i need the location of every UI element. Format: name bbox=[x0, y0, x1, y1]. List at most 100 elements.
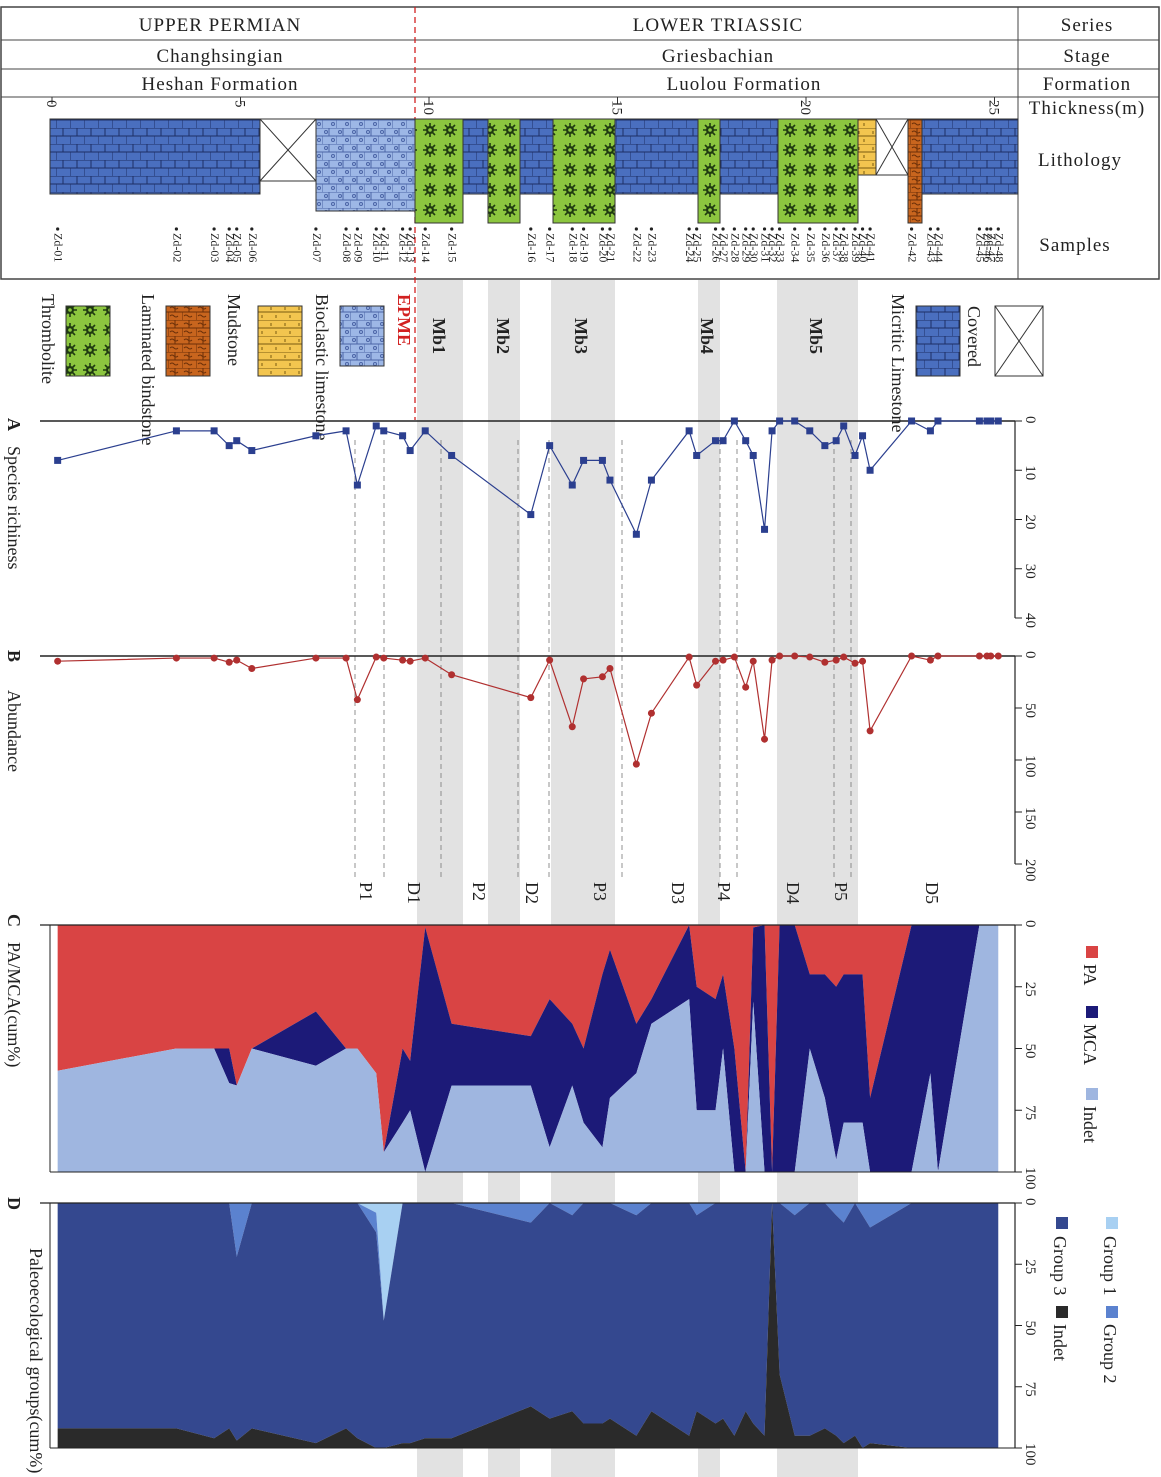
sample-marker bbox=[374, 227, 378, 231]
data-point bbox=[632, 530, 640, 538]
formation-heshan: Heshan Formation bbox=[142, 74, 299, 95]
data-point bbox=[606, 664, 614, 672]
sample-label: Zd-04 bbox=[223, 233, 237, 262]
panel-letter-d: D bbox=[4, 1197, 24, 1210]
area-pa bbox=[57, 925, 999, 1172]
sample-label: Zd-20 bbox=[596, 233, 610, 262]
samples-label: Samples bbox=[1039, 235, 1110, 256]
member-band-mb4 bbox=[698, 280, 720, 1477]
thickness-tick-label: 5 bbox=[232, 100, 248, 108]
data-point bbox=[768, 427, 776, 435]
sample-label: Zd-43 bbox=[924, 233, 938, 262]
data-point bbox=[248, 664, 256, 672]
micritic-limestone-unit bbox=[49, 118, 261, 195]
sample-marker bbox=[808, 227, 812, 231]
data-point bbox=[647, 709, 655, 717]
sample-marker bbox=[355, 227, 359, 231]
member-label-mb3: Mb3 bbox=[571, 318, 591, 354]
data-point bbox=[719, 437, 727, 445]
thickness-axis: 0 5 10 15 20 25 bbox=[43, 97, 1002, 115]
header-table: UPPER PERMIAN LOWER TRIASSIC Series Chan… bbox=[0, 6, 1160, 420]
sample-label: Zd-24 bbox=[683, 233, 697, 262]
data-point bbox=[172, 427, 180, 435]
sample-marker bbox=[823, 227, 827, 231]
sample-marker bbox=[713, 227, 718, 231]
data-point bbox=[225, 442, 233, 450]
data-point bbox=[380, 427, 388, 435]
data-point bbox=[859, 432, 867, 440]
panel-titles: A Species richiness B Abundance C PA/MCA… bbox=[3, 418, 46, 1473]
sample-marker bbox=[314, 227, 318, 231]
sample-marker bbox=[382, 227, 386, 231]
data-point bbox=[372, 422, 380, 430]
sample-marker bbox=[570, 227, 574, 231]
sample-label: Zd-45 bbox=[973, 233, 987, 262]
sample-label: Zd-05 bbox=[231, 233, 245, 262]
data-point bbox=[821, 442, 829, 450]
covered-cross bbox=[994, 305, 1044, 377]
bioclastic-limestone-unit bbox=[315, 118, 416, 212]
legend-gindet-swatch bbox=[1056, 1306, 1068, 1318]
sample-label: Zd-19 bbox=[578, 233, 592, 262]
covered-cross bbox=[259, 118, 317, 182]
sample-marker bbox=[936, 227, 940, 231]
sample-label: Zd-40 bbox=[857, 233, 871, 262]
data-point bbox=[975, 417, 983, 425]
data-point bbox=[210, 427, 218, 435]
data-point bbox=[983, 417, 991, 425]
pd-label-p1: P1 bbox=[356, 882, 376, 901]
panel-c-legend: PA MCA Indet bbox=[1080, 946, 1100, 1143]
y-axis-tick-label: 30 bbox=[1022, 564, 1038, 579]
data-point bbox=[712, 657, 720, 665]
data-point bbox=[225, 658, 233, 666]
legend-pa-swatch bbox=[1086, 946, 1098, 958]
y-axis-tick-label: 50 bbox=[1022, 703, 1038, 718]
data-point bbox=[742, 683, 750, 691]
member-label-mb5: Mb5 bbox=[806, 318, 826, 354]
data-point bbox=[749, 451, 757, 459]
data-point bbox=[248, 447, 256, 455]
sample-label: Zd-31 bbox=[759, 233, 773, 262]
sample-marker bbox=[868, 227, 872, 231]
data-point bbox=[598, 456, 606, 464]
panel-d-legend: Group 1 Group 2 Group 3 Indet bbox=[1050, 1217, 1120, 1384]
data-point bbox=[54, 657, 62, 665]
data-point bbox=[776, 652, 784, 660]
data-point bbox=[866, 727, 874, 735]
sample-marker bbox=[853, 227, 857, 231]
data-point bbox=[987, 417, 995, 425]
data-point bbox=[399, 656, 407, 664]
legend-swatch-thrombolite bbox=[65, 305, 111, 377]
data-point bbox=[761, 735, 769, 743]
series-upper-permian: UPPER PERMIAN bbox=[139, 15, 301, 36]
data-point bbox=[685, 653, 693, 661]
member-labels: Mb1 Mb2 Mb3 Mb4 Mb5 bbox=[429, 318, 826, 354]
data-point bbox=[768, 656, 776, 664]
thrombolite-mb1 bbox=[414, 118, 464, 224]
legend-swatch-mudstone bbox=[257, 305, 303, 377]
legend-group1-label: Group 1 bbox=[1100, 1236, 1120, 1296]
data-point bbox=[568, 723, 576, 731]
sample-marker bbox=[235, 227, 239, 231]
stage-changhsingian: Changhsingian bbox=[157, 46, 284, 67]
sample-marker bbox=[687, 227, 691, 231]
pd-label-d5: D5 bbox=[922, 882, 942, 904]
series-line bbox=[57, 419, 999, 536]
panel-letter-c: C bbox=[4, 914, 24, 927]
panel-letter-a: A bbox=[4, 418, 24, 431]
sample-label: Zd-44 bbox=[932, 233, 946, 262]
data-point bbox=[606, 476, 614, 484]
pd-label-p2: P2 bbox=[469, 882, 489, 901]
micritic-limestone-unit bbox=[719, 118, 779, 195]
data-point bbox=[421, 654, 429, 662]
sample-marker bbox=[174, 227, 179, 231]
data-point bbox=[372, 653, 380, 661]
y-axis-tick-label: 100 bbox=[1022, 1167, 1038, 1190]
member-label-mb1: Mb1 bbox=[429, 318, 449, 354]
pd-label-d4: D4 bbox=[783, 882, 803, 904]
stage-label: Stage bbox=[1063, 46, 1110, 67]
sample-marker bbox=[751, 227, 755, 231]
sample-marker bbox=[721, 227, 725, 231]
